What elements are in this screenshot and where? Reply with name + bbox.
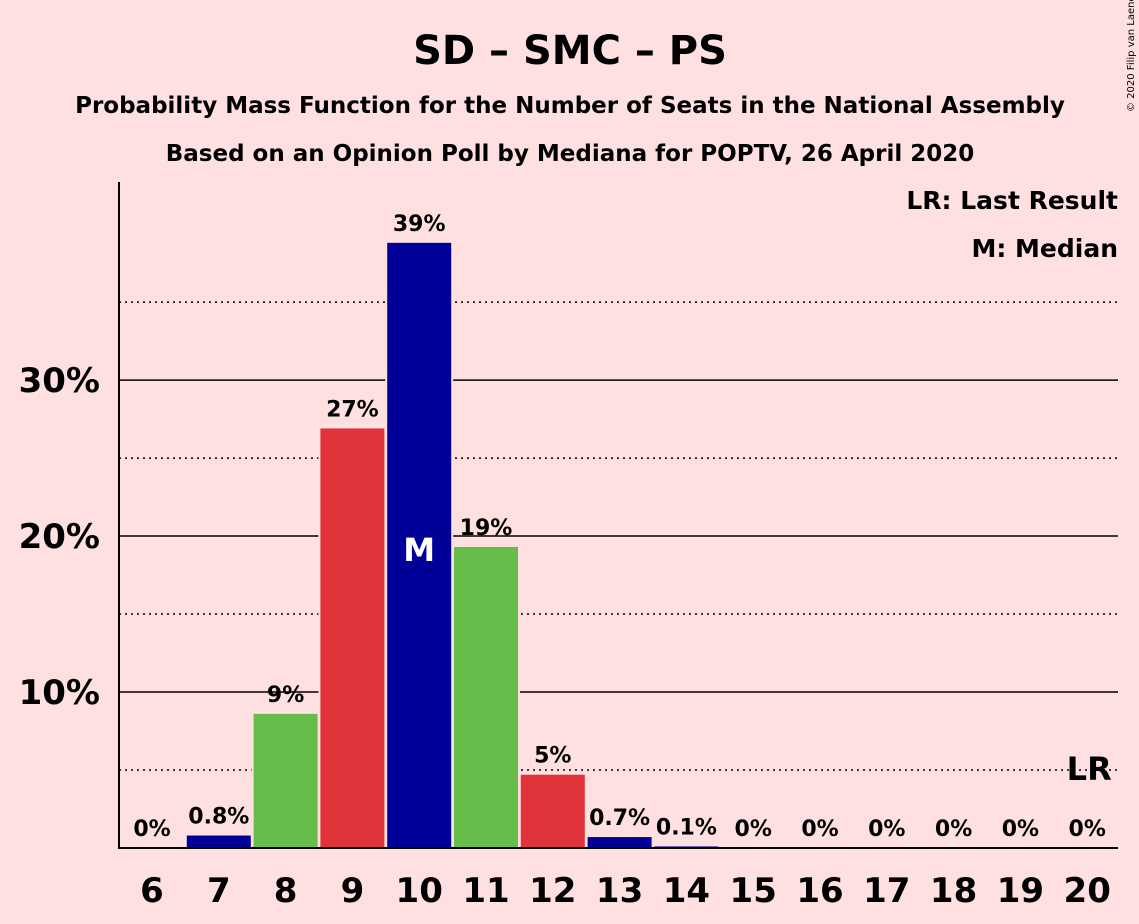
bar-seats-8 <box>253 713 318 848</box>
data-label: 5% <box>534 744 571 769</box>
bar-seats-9 <box>320 428 385 848</box>
data-label: 0.7% <box>589 806 650 831</box>
y-tick-label: 20% <box>19 517 100 557</box>
data-label: 0% <box>935 817 972 842</box>
bar-seats-7 <box>186 835 251 848</box>
x-tick-label: 8 <box>274 871 298 911</box>
x-tick-label: 12 <box>529 871 576 911</box>
x-axis-ticks: 6 7 8 9 10 11 12 13 14 15 16 17 18 19 20 <box>140 871 1111 911</box>
last-result-marker: LR <box>1067 750 1112 788</box>
bars-group <box>184 240 721 848</box>
chart-source: Based on an Opinion Poll by Mediana for … <box>166 141 975 167</box>
x-tick-label: 6 <box>140 871 164 911</box>
data-label: 19% <box>460 516 513 541</box>
data-label: 0% <box>1002 817 1039 842</box>
x-tick-label: 7 <box>207 871 231 911</box>
y-tick-label: 10% <box>19 673 100 713</box>
y-axis-ticks: 10% 20% 30% <box>19 361 100 713</box>
x-tick-label: 20 <box>1064 871 1111 911</box>
data-label: 0.1% <box>656 815 717 840</box>
x-tick-label: 10 <box>396 871 443 911</box>
bar-seats-12 <box>520 774 585 848</box>
chart-title: SD – SMC – PS <box>413 28 727 74</box>
data-label: 0% <box>868 817 905 842</box>
x-tick-label: 14 <box>663 871 710 911</box>
data-label: 0.8% <box>188 805 249 830</box>
bar-seats-11 <box>454 546 518 848</box>
x-tick-label: 15 <box>730 871 777 911</box>
x-tick-label: 11 <box>462 871 509 911</box>
data-label: 27% <box>326 397 379 422</box>
data-label: 0% <box>735 817 772 842</box>
y-tick-label: 30% <box>19 361 100 401</box>
bar-seats-13 <box>587 837 652 848</box>
bar-seats-10 <box>387 242 452 848</box>
data-labels-group: 0% 0.8% 9% 27% 39% M 19% 5% 0.7% 0.1% 0% 0% 0% 0% 0% 0%… <box>133 212 1111 842</box>
copyright-text: © 2020 Filip van Laenen <box>1126 0 1137 112</box>
grid-lines <box>119 301 1118 771</box>
x-tick-label: 17 <box>863 871 910 911</box>
x-tick-label: 18 <box>930 871 977 911</box>
chart-subtitle: Probability Mass Function for the Number… <box>75 93 1065 119</box>
x-tick-label: 16 <box>796 871 843 911</box>
x-tick-label: 19 <box>997 871 1044 911</box>
data-label: 9% <box>267 683 304 708</box>
x-tick-label: 13 <box>596 871 643 911</box>
bar-gap <box>652 844 721 848</box>
median-marker: M <box>403 531 435 569</box>
data-label: 0% <box>1069 817 1106 842</box>
legend-median: M: Median <box>971 234 1118 263</box>
x-tick-label: 9 <box>341 871 365 911</box>
legend-last-result: LR: Last Result <box>906 186 1118 215</box>
data-label: 39% <box>393 212 446 237</box>
data-label: 0% <box>801 817 838 842</box>
data-label: 0% <box>133 817 170 842</box>
